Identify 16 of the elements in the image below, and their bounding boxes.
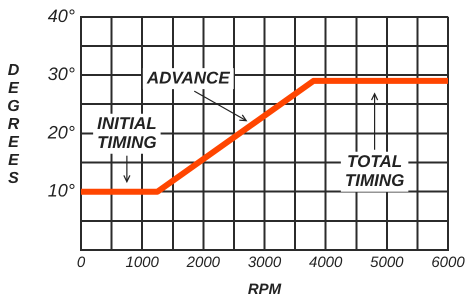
x-tick-label: 6000 <box>431 254 466 272</box>
x-tick-label: 3000 <box>248 254 282 272</box>
x-tick-label: 1000 <box>125 254 160 272</box>
y-axis-title: DEGREES <box>4 62 22 188</box>
y-tick-label: 20° <box>46 122 75 142</box>
y-tick-label: 30° <box>48 64 75 84</box>
y-tick-label: 40° <box>48 6 75 26</box>
x-tick-label: 5000 <box>370 254 404 272</box>
x-tick-label: 2000 <box>186 254 221 272</box>
x-tick-label: 4000 <box>308 254 344 272</box>
x-axis-title: RPM <box>248 281 282 298</box>
y-tick-label: 10° <box>48 180 75 201</box>
annotation: INITIAL TIMING <box>97 114 157 152</box>
x-tick-label: 0 <box>76 254 86 272</box>
annotation: TOTAL TIMING <box>344 152 404 190</box>
annotation: ADVANCE <box>146 68 230 88</box>
